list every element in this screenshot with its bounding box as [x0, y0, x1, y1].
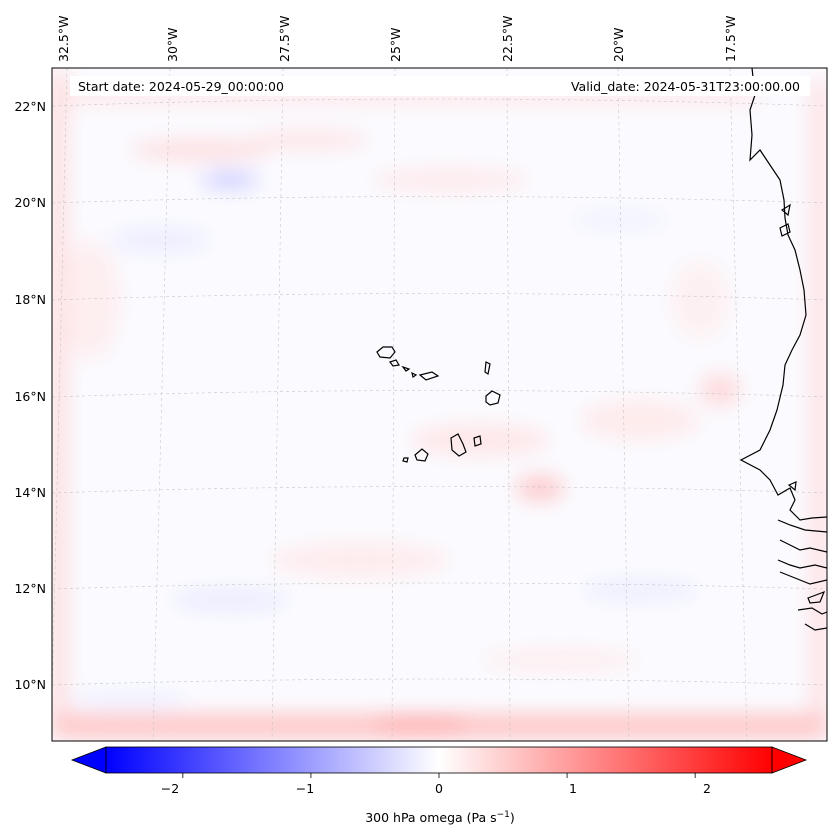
lat-label-20n: 20°N: [14, 195, 46, 210]
colorbar-tick-label-0: 0: [435, 781, 443, 796]
lon-label-17-5w: 17.5°W: [723, 16, 738, 62]
lat-label-14n: 14°N: [14, 485, 46, 500]
lat-label-16n: 16°N: [14, 389, 46, 404]
valid-date-label: Valid_date: 2024-05-31T23:00:00.00: [571, 79, 800, 94]
lat-label-18n: 18°N: [14, 292, 46, 307]
longitude-labels: 32.5°W 30°W 27.5°W 25°W 22.5°W 20°W 17.5…: [56, 16, 738, 62]
colorbar-tick-label-1: 1: [569, 781, 577, 796]
colorbar-tick-label-neg2: −2: [161, 781, 179, 796]
africa-coastline: [739, 68, 827, 521]
colorbar-ticks: [182, 773, 696, 778]
colorbar-extend-low: [70, 746, 107, 774]
lon-label-27-5w: 27.5°W: [277, 16, 292, 62]
colorbar-label: 300 hPa omega (Pa s−1): [365, 810, 515, 825]
start-date-label: Start date: 2024-05-29_00:00:00: [78, 79, 284, 94]
colorbar-ramp: [105, 746, 773, 774]
colorbar-extend-high: [771, 746, 808, 774]
lon-label-22-5w: 22.5°W: [500, 16, 515, 62]
lat-label-22n: 22°N: [14, 99, 46, 114]
colorbar-tick-label-2: 2: [703, 781, 711, 796]
cape-verde-islands: [376, 346, 501, 463]
date-header-background: [70, 76, 810, 96]
lon-label-32-5w: 32.5°W: [56, 16, 71, 62]
lat-label-10n: 10°N: [14, 677, 46, 692]
lon-label-30w: 30°W: [165, 27, 180, 62]
lon-label-25w: 25°W: [388, 27, 403, 62]
map-frame: [51, 67, 828, 742]
colorbar-tick-label-neg1: −1: [296, 781, 314, 796]
colorbar: −2 −1 0 1 2 300 hPa omega (Pa s−1): [70, 746, 808, 825]
lat-label-12n: 12°N: [14, 581, 46, 596]
latitude-labels: 22°N 20°N 18°N 16°N 14°N 12°N 10°N: [14, 99, 46, 692]
lon-label-20w: 20°W: [611, 27, 626, 62]
omega-field: [52, 68, 827, 741]
gridlines: [52, 68, 827, 741]
coastlines: [739, 68, 827, 631]
